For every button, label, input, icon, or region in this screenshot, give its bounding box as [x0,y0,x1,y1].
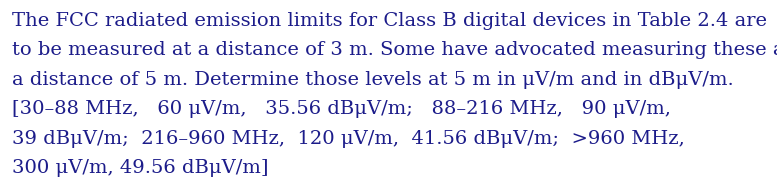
Text: to be measured at a distance of 3 m. Some have advocated measuring these at: to be measured at a distance of 3 m. Som… [12,41,777,59]
Text: [30–88 MHz,   60 μV/m,   35.56 dBμV/m;   88–216 MHz,   90 μV/m,: [30–88 MHz, 60 μV/m, 35.56 dBμV/m; 88–21… [12,101,671,119]
Text: a distance of 5 m. Determine those levels at 5 m in μV/m and in dBμV/m.: a distance of 5 m. Determine those level… [12,71,733,89]
Text: The FCC radiated emission limits for Class B digital devices in Table 2.4 are: The FCC radiated emission limits for Cla… [12,12,767,30]
Text: 39 dBμV/m;  216–960 MHz,  120 μV/m,  41.56 dBμV/m;  >960 MHz,: 39 dBμV/m; 216–960 MHz, 120 μV/m, 41.56 … [12,130,685,148]
Text: 300 μV/m, 49.56 dBμV/m]: 300 μV/m, 49.56 dBμV/m] [12,159,269,178]
